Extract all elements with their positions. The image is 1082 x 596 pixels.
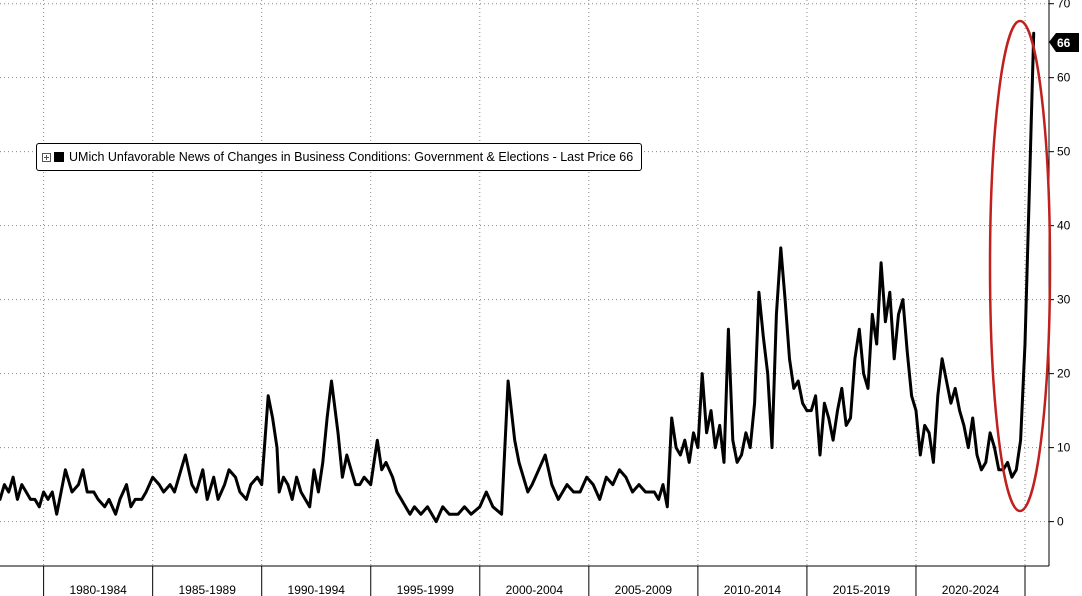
x-band-label: 2015-2019	[833, 583, 891, 596]
y-tick-label: 20	[1057, 367, 1071, 381]
y-tick-label: 60	[1057, 71, 1071, 85]
x-axis-ticks: 1980-1984 1985-1989 1990-1994 1995-1999 2000…	[43, 566, 1026, 596]
legend[interactable]: UMich Unfavorable News of Changes in Bus…	[36, 143, 643, 171]
x-band-label: 2005-2009	[615, 583, 673, 596]
x-band-label: 2020-2024	[942, 583, 1000, 596]
legend-swatch	[54, 152, 64, 162]
legend-label: UMich Unfavorable News of Changes in Bus…	[69, 150, 634, 164]
last-value-badge-shape	[1049, 33, 1079, 52]
y-tick-label: 10	[1057, 441, 1071, 455]
y-tick-label: 50	[1057, 145, 1071, 159]
x-band-label: 1990-1994	[288, 583, 346, 596]
y-tick-label: 40	[1057, 219, 1071, 233]
y-tick-label: 70	[1057, 0, 1071, 11]
y-tick-label: 30	[1057, 293, 1071, 307]
series-line	[0, 31, 1036, 524]
last-value-badge: 66	[1049, 33, 1079, 52]
x-band-label: 2010-2014	[724, 583, 782, 596]
y-tick-label: 0	[1057, 515, 1064, 529]
x-band-label: 1985-1989	[178, 583, 236, 596]
y-axis-ticks: 0 10 20 30 40 50 60 70	[1049, 0, 1071, 529]
highlight-ellipse	[988, 19, 1052, 513]
x-band-label: 1980-1984	[69, 583, 127, 596]
expand-icon[interactable]	[42, 152, 51, 162]
x-band-label: 2000-2004	[506, 583, 564, 596]
horizontal-gridlines	[0, 3, 1049, 523]
last-value-label: 66	[1057, 36, 1071, 50]
x-band-label: 1995-1999	[397, 583, 455, 596]
